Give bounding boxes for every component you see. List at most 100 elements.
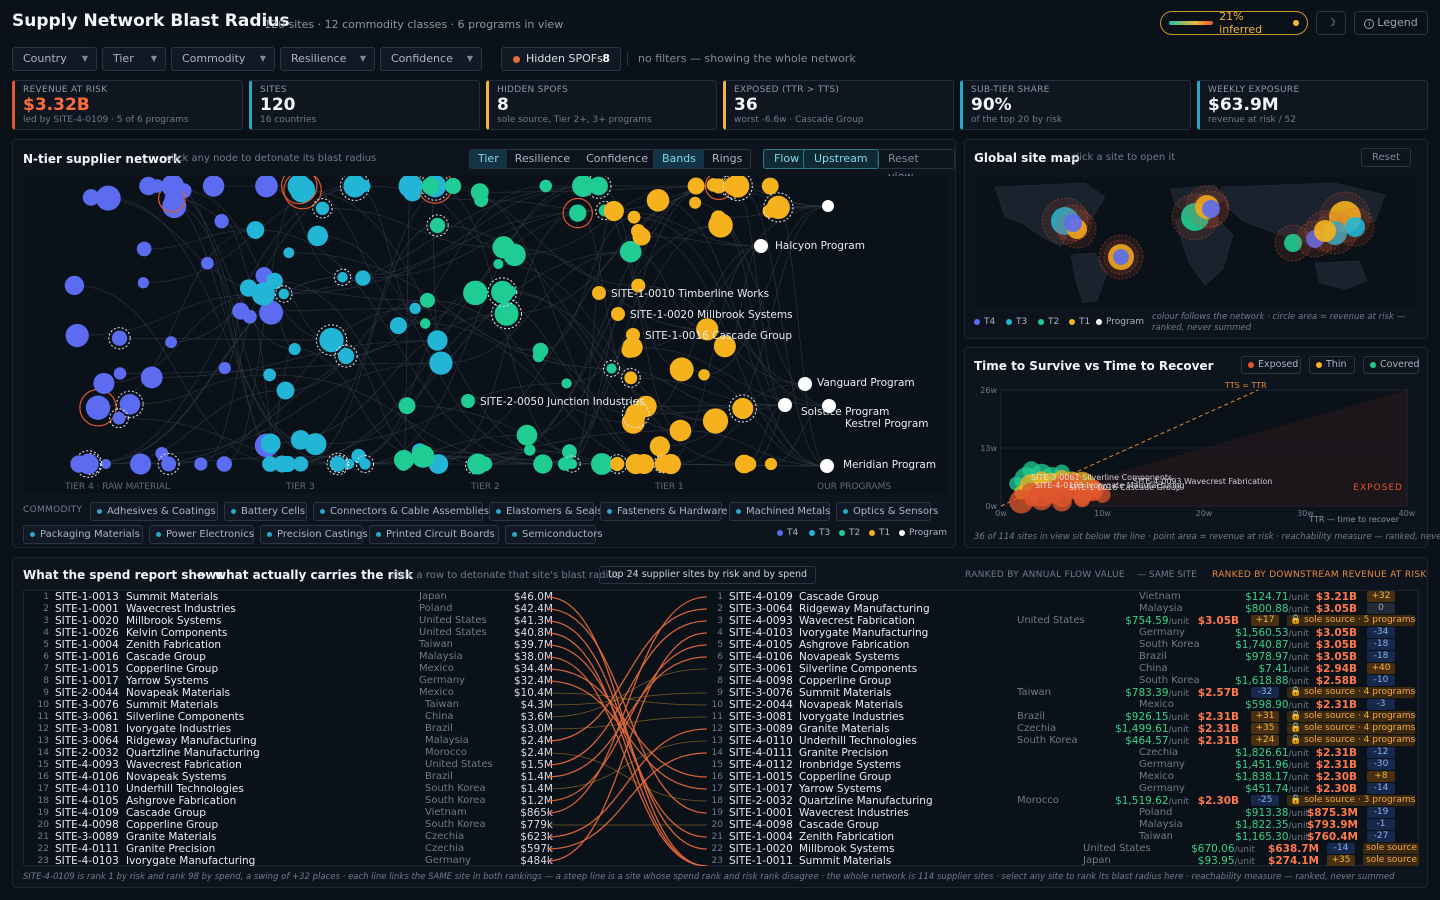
site-node-t2[interactable]: [470, 183, 489, 202]
risk-row[interactable]: 4 SITE-4-0103 Ivorygate Manufacturing Germa…: [707, 627, 1417, 639]
spend-row[interactable]: 22 SITE-4-0111 Granite Precision Czechia $59…: [25, 843, 553, 855]
tts-point-exposed[interactable]: [1021, 482, 1042, 503]
site-node-t4[interactable]: [214, 214, 229, 229]
spend-row[interactable]: 1 SITE-1-0013 Summit Materials Japan $46.0M: [25, 591, 553, 603]
layout-mode-rings[interactable]: Rings: [711, 152, 743, 165]
site-node-t2[interactable]: [504, 285, 517, 297]
site-node-t1[interactable]: [603, 200, 624, 222]
risk-row[interactable]: 14 SITE-4-0111 Granite Precision Czechia $1,…: [707, 747, 1417, 759]
site-node-t2[interactable]: [589, 176, 608, 196]
site-node-t2[interactable]: [411, 445, 435, 468]
reset-view-button[interactable]: Reset view: [877, 149, 955, 183]
site-node-t1[interactable]: [646, 189, 670, 212]
site-node-t2[interactable]: [606, 363, 617, 374]
spend-row[interactable]: 17 SITE-4-0110 Underhill Technologies South…: [25, 783, 553, 795]
commodity-chip[interactable]: Machined Metals: [729, 502, 830, 521]
site-node-t4[interactable]: [95, 185, 121, 211]
theme-toggle-button[interactable]: ☽: [1316, 11, 1346, 35]
site-node-t1[interactable]: [654, 455, 673, 473]
risk-row[interactable]: 22 SITE-1-0020 Millbrook Systems United Sta…: [707, 843, 1419, 855]
spend-row[interactable]: 11 SITE-3-0061 Silverline Components China $…: [25, 711, 553, 723]
risk-row[interactable]: 13 SITE-4-0110 Underhill Technologies South…: [707, 735, 1417, 747]
site-node-t2[interactable]: [533, 454, 553, 474]
site-node-t3[interactable]: [292, 456, 309, 472]
spend-row[interactable]: 5 SITE-1-0004 Zenith Fabrication Taiwan $39.…: [25, 639, 553, 651]
site-node-t3[interactable]: [246, 221, 265, 239]
spend-row[interactable]: 10 SITE-3-0076 Summit Materials Taiwan $4.3M: [25, 699, 553, 711]
spend-row[interactable]: 2 SITE-1-0001 Wavecrest Industries Poland $4…: [25, 603, 553, 615]
tts-legend-chip[interactable]: Thin: [1309, 356, 1355, 374]
commodity-chip[interactable]: Power Electronics: [149, 525, 254, 544]
site-node-t3[interactable]: [429, 351, 453, 375]
spend-row[interactable]: 8 SITE-1-0017 Yarrow Systems Germany $32.4M: [25, 675, 553, 687]
site-node-t4[interactable]: [137, 277, 149, 289]
labelled-site-node[interactable]: [626, 328, 640, 342]
site-node-t3[interactable]: [315, 201, 330, 215]
site-node-t4[interactable]: [218, 362, 231, 375]
site-node-t1[interactable]: [669, 419, 692, 442]
site-node-t3[interactable]: [287, 176, 311, 198]
map-site-marker[interactable]: [1284, 234, 1302, 252]
program-node[interactable]: [798, 377, 812, 391]
labelled-site-node[interactable]: [461, 394, 475, 408]
spend-row[interactable]: 7 SITE-1-0015 Copperline Group Mexico $34.4M: [25, 663, 553, 675]
site-node-t4[interactable]: [112, 411, 126, 425]
tts-point-exposed[interactable]: [1052, 474, 1071, 493]
site-node-t2[interactable]: [557, 457, 572, 471]
commodity-chip[interactable]: Battery Cells: [224, 502, 307, 521]
site-node-t4[interactable]: [232, 302, 250, 320]
spend-row[interactable]: 12 SITE-3-0081 Ivorygate Industries Brazil $…: [25, 723, 553, 735]
site-node-t4[interactable]: [155, 446, 169, 461]
commodity-chip[interactable]: Elastomers & Seals: [489, 502, 602, 521]
site-node-t4[interactable]: [201, 256, 214, 270]
site-node-t2[interactable]: [421, 177, 440, 195]
rank-scope-chip[interactable]: top 24 supplier sites by risk and by spe…: [599, 566, 817, 584]
site-node-t1[interactable]: [702, 408, 729, 434]
site-node-t4[interactable]: [202, 176, 225, 197]
site-node-t4[interactable]: [119, 394, 141, 415]
site-node-t4[interactable]: [194, 457, 208, 471]
commodity-chip[interactable]: Adhesives & Coatings: [90, 502, 218, 521]
site-node-t4[interactable]: [161, 456, 177, 472]
risk-row[interactable]: 19 SITE-1-0001 Wavecrest Industries Poland $…: [707, 807, 1417, 819]
map-site-marker[interactable]: [1202, 200, 1220, 218]
site-node-t4[interactable]: [140, 366, 163, 389]
site-node-t1[interactable]: [669, 357, 694, 382]
site-node-t2[interactable]: [572, 176, 595, 198]
site-node-t2[interactable]: [463, 280, 488, 306]
spend-row[interactable]: 14 SITE-2-0032 Quartzline Manufacturing Mor…: [25, 747, 553, 759]
risk-row[interactable]: 8 SITE-4-0098 Copperline Group South Korea $…: [707, 675, 1417, 687]
site-node-t3[interactable]: [278, 288, 290, 300]
site-node-t1[interactable]: [710, 210, 726, 226]
site-node-t3[interactable]: [262, 456, 278, 472]
site-node-t2[interactable]: [398, 397, 416, 415]
commodity-chip[interactable]: Optics & Sensors: [836, 502, 938, 521]
color-mode-tier[interactable]: Tier: [470, 150, 507, 168]
site-node-t1[interactable]: [625, 403, 647, 425]
site-node-t3[interactable]: [304, 433, 327, 456]
site-node-t4[interactable]: [136, 241, 152, 257]
site-node-t4[interactable]: [150, 179, 165, 193]
upstream-toggle[interactable]: Upstream: [803, 149, 879, 169]
site-node-t4[interactable]: [64, 275, 85, 296]
site-node-t3[interactable]: [260, 433, 281, 454]
risk-row[interactable]: 1 SITE-4-0109 Cascade Group Vietnam $124.71/…: [707, 591, 1417, 603]
site-node-t2[interactable]: [590, 453, 613, 475]
site-node-t3[interactable]: [409, 302, 421, 315]
site-node-t4[interactable]: [129, 453, 152, 475]
site-node-t3[interactable]: [288, 343, 301, 356]
site-node-t2[interactable]: [494, 301, 519, 326]
map-site-marker[interactable]: [1064, 214, 1082, 232]
map-site-marker[interactable]: [1345, 217, 1365, 237]
site-node-t4[interactable]: [111, 330, 128, 346]
confidence-filter[interactable]: Confidence ▼: [380, 47, 482, 71]
risk-row[interactable]: 7 SITE-3-0061 Silverline Components China $7…: [707, 663, 1417, 675]
site-node-t2[interactable]: [539, 179, 553, 193]
program-node[interactable]: [822, 200, 834, 212]
risk-row[interactable]: 11 SITE-3-0081 Ivorygate Industries Brazil $…: [707, 711, 1417, 723]
risk-row[interactable]: 16 SITE-1-0015 Copperline Group Mexico $1,83…: [707, 771, 1417, 783]
site-node-t4[interactable]: [65, 323, 89, 348]
tts-legend-chip[interactable]: Exposed: [1241, 356, 1301, 374]
site-node-t3[interactable]: [330, 456, 346, 472]
risk-row[interactable]: 20 SITE-4-0098 Cascade Group Malaysia $1,822…: [707, 819, 1417, 831]
